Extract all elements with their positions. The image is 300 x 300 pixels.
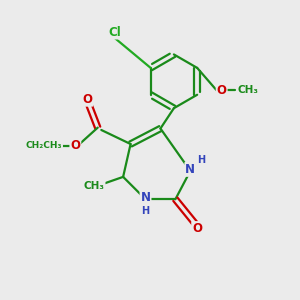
Text: O: O (70, 139, 80, 152)
Text: Cl: Cl (108, 26, 121, 38)
Text: N: N (185, 163, 195, 176)
Text: O: O (217, 84, 227, 97)
Text: H: H (142, 206, 150, 216)
Text: O: O (192, 222, 202, 235)
Text: CH₃: CH₃ (237, 85, 258, 95)
Text: N: N (140, 191, 151, 204)
Text: CH₂CH₃: CH₂CH₃ (26, 141, 62, 150)
Text: CH₃: CH₃ (84, 181, 105, 191)
Text: H: H (198, 154, 206, 165)
Text: O: O (82, 93, 92, 106)
